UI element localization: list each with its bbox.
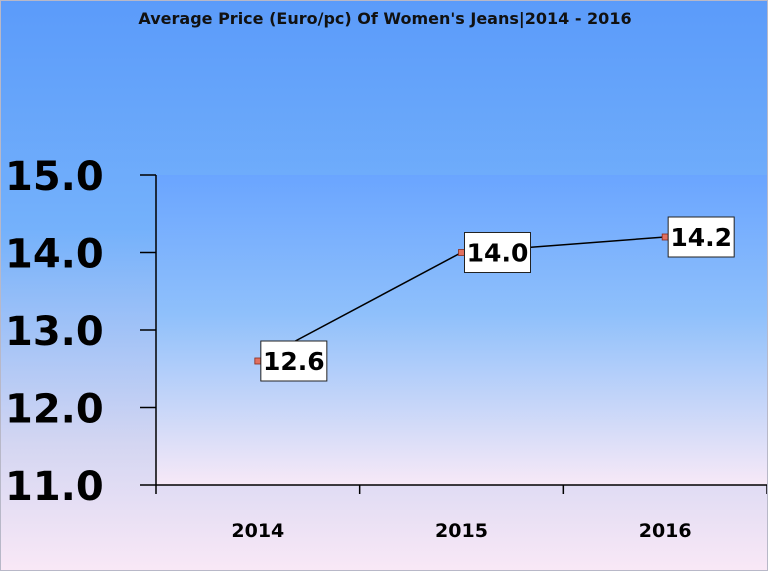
y-tick-label: 12.0 [5, 387, 104, 433]
data-label-box [464, 232, 531, 273]
data-point [661, 233, 669, 241]
data-label-box [260, 340, 328, 382]
data-label: 12.6 [263, 347, 325, 376]
data-point [458, 249, 465, 256]
x-tick-label: 2016 [639, 520, 692, 542]
y-tick-label: 11.0 [5, 464, 104, 510]
x-tick-label: 2015 [435, 520, 488, 542]
plot-area [156, 175, 767, 485]
y-tick-label: 13.0 [5, 309, 104, 355]
x-tick-label: 2014 [231, 520, 284, 542]
chart-title: Average Price (Euro/pc) Of Women's Jeans… [138, 9, 632, 28]
y-tick-label: 14.0 [5, 232, 104, 278]
data-label: 14.2 [670, 223, 732, 252]
data-point [254, 357, 262, 365]
data-label-box [667, 216, 735, 258]
data-label: 14.0 [467, 239, 529, 268]
y-tick-label: 15.0 [5, 154, 104, 200]
